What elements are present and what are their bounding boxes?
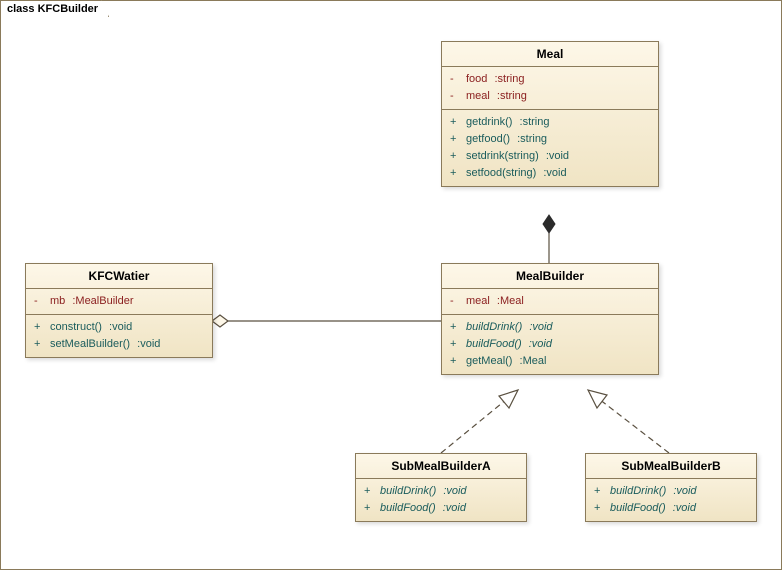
class-title: KFCWatier bbox=[26, 264, 212, 289]
attrs: -mb :MealBuilder bbox=[26, 289, 212, 315]
class-mealbuilder: MealBuilder -meal :Meal +buildDrink() :v… bbox=[441, 263, 659, 375]
attrs: -food :string -meal :string bbox=[442, 67, 658, 110]
ops: +buildDrink() :void +buildFood() :void bbox=[586, 479, 756, 521]
class-submealb: SubMealBuilderB +buildDrink() :void +bui… bbox=[585, 453, 757, 522]
class-submeala: SubMealBuilderA +buildDrink() :void +bui… bbox=[355, 453, 527, 522]
ops: +getdrink() :string +getfood() :string +… bbox=[442, 110, 658, 186]
class-title: SubMealBuilderA bbox=[356, 454, 526, 479]
ops: +buildDrink() :void +buildFood() :void +… bbox=[442, 315, 658, 374]
class-title: Meal bbox=[442, 42, 658, 67]
diagram-tab: class KFCBuilder bbox=[0, 0, 109, 17]
diagram-canvas: class KFCBuilder Meal -food :string -mea… bbox=[0, 0, 782, 570]
ops: +buildDrink() :void +buildFood() :void bbox=[356, 479, 526, 521]
ops: +construct() :void +setMealBuilder() :vo… bbox=[26, 315, 212, 357]
attrs: -meal :Meal bbox=[442, 289, 658, 315]
class-kfcwatier: KFCWatier -mb :MealBuilder +construct() … bbox=[25, 263, 213, 358]
class-title: SubMealBuilderB bbox=[586, 454, 756, 479]
class-meal: Meal -food :string -meal :string +getdri… bbox=[441, 41, 659, 187]
class-title: MealBuilder bbox=[442, 264, 658, 289]
